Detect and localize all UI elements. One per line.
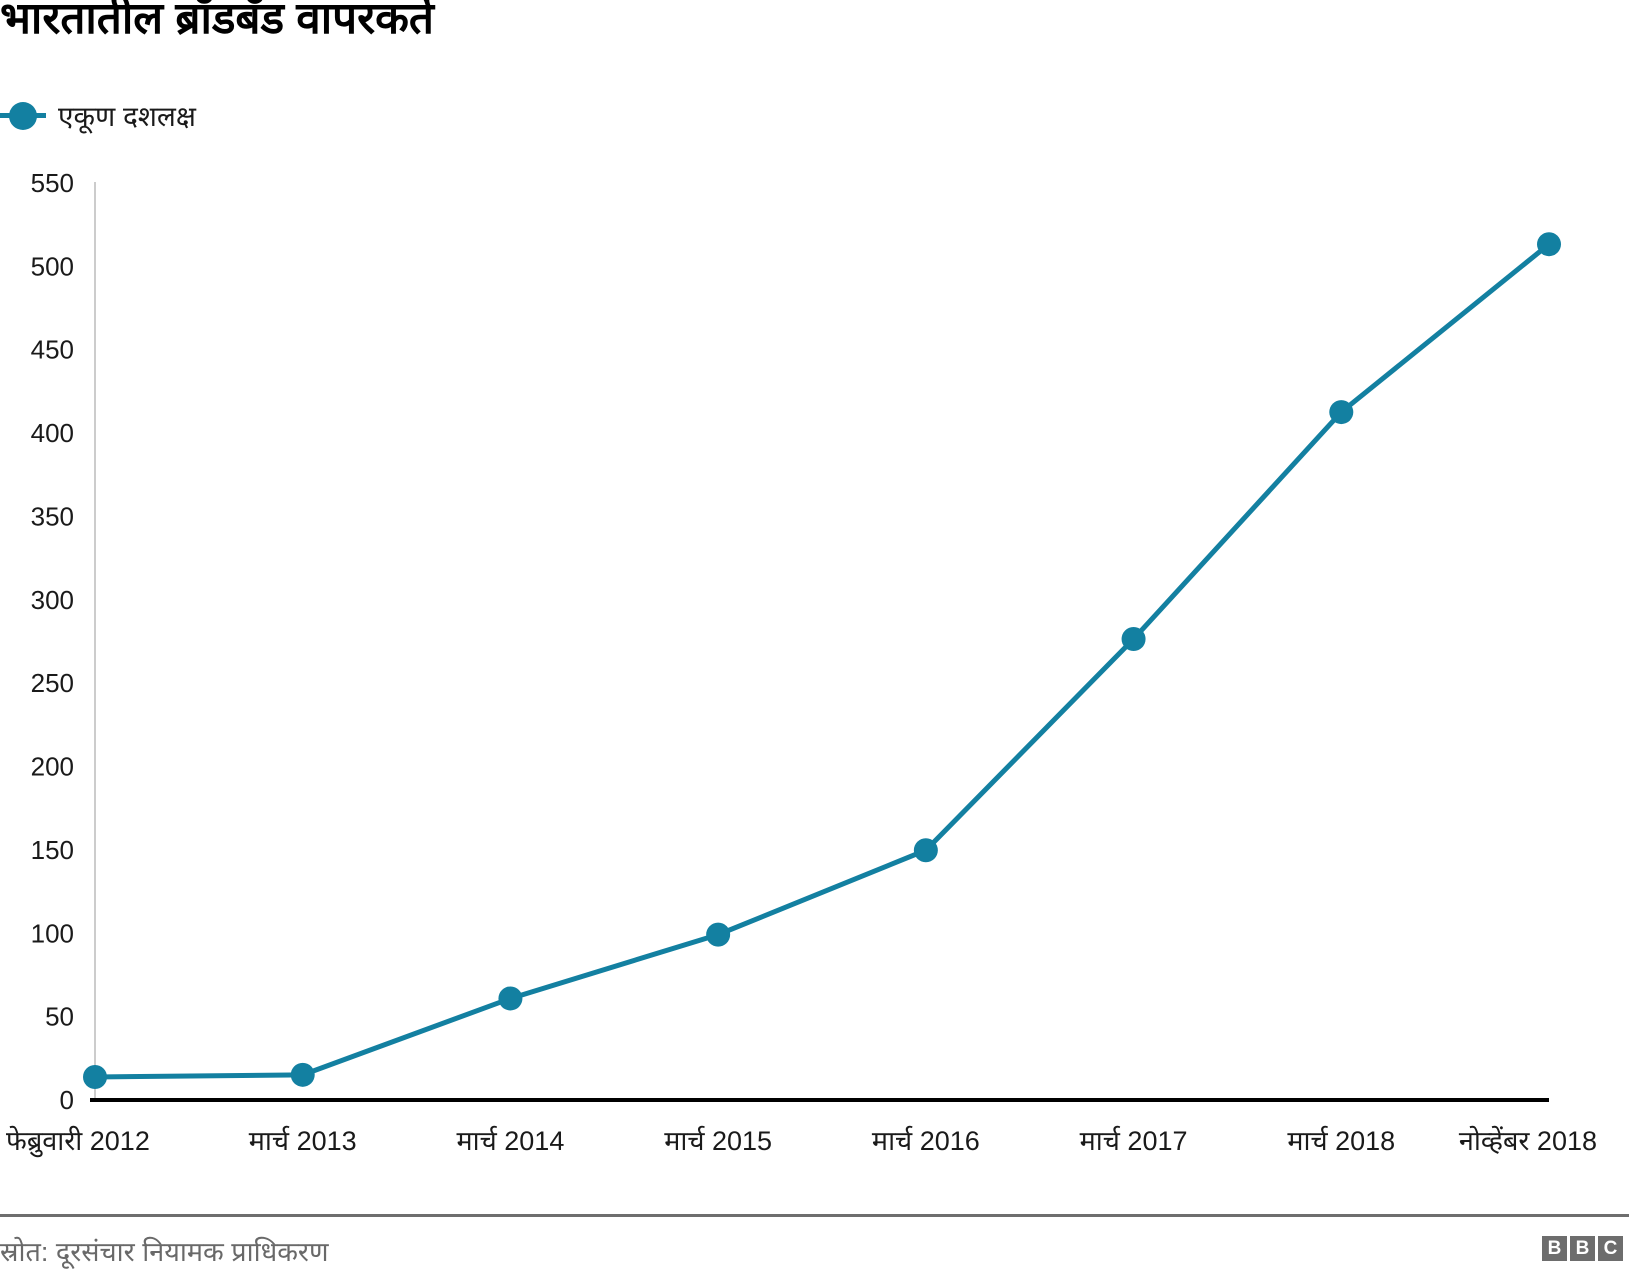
- series-line: [94, 242, 1551, 1080]
- data-point: [1537, 232, 1561, 257]
- x-axis-label: फेब्रुवारी 2012: [6, 1125, 150, 1158]
- bbc-logo-letter: B: [1570, 1236, 1595, 1261]
- y-tick-label: 200: [31, 752, 74, 782]
- data-point: [290, 1062, 315, 1087]
- x-axis-label: मार्च 2015: [664, 1125, 772, 1156]
- x-axis-label: मार्च 2013: [249, 1125, 357, 1156]
- x-axis-label: मार्च 2014: [456, 1125, 564, 1156]
- x-axis-label: मार्च 2017: [1080, 1125, 1188, 1156]
- y-tick-label: 500: [31, 251, 74, 281]
- legend: एकूण दशलक्ष: [0, 94, 196, 138]
- legend-label: एकूण दशलक्ष: [58, 101, 196, 132]
- y-tick-label: 100: [31, 918, 74, 948]
- bbc-logo: B B C: [1542, 1236, 1623, 1261]
- legend-dot-icon: [9, 102, 37, 130]
- y-tick-label: 300: [31, 585, 74, 615]
- y-tick-label: 50: [45, 1002, 74, 1032]
- x-axis-label: मार्च 2018: [1287, 1125, 1395, 1156]
- y-tick-label: 550: [31, 168, 74, 198]
- data-point: [1121, 626, 1146, 651]
- bbc-logo-letter: B: [1542, 1236, 1567, 1261]
- footer-divider: [0, 1214, 1629, 1217]
- source-note: स्रोत: दूरसंचार नियामक प्राधिकरण: [0, 1237, 329, 1267]
- y-tick-label: 250: [31, 668, 74, 698]
- data-point: [498, 986, 523, 1011]
- y-tick-label: 350: [31, 501, 74, 531]
- x-axis-label: नोव्हेंबर 2018: [1459, 1125, 1597, 1156]
- data-point: [706, 922, 731, 947]
- data-point: [1329, 400, 1354, 425]
- data-point: [913, 838, 938, 863]
- bbc-logo-letter: C: [1598, 1236, 1623, 1261]
- y-tick-label: 150: [31, 835, 74, 865]
- chart-title: भारतातील ब्रॉडबँड वापरकर्ते: [0, 0, 435, 43]
- y-tick-label: 400: [31, 418, 74, 448]
- data-point: [83, 1064, 107, 1089]
- x-axis-label: मार्च 2016: [872, 1125, 980, 1156]
- y-tick-label: 450: [31, 335, 74, 365]
- legend-series-icon: [0, 94, 46, 138]
- y-tick-label: 0: [60, 1085, 74, 1115]
